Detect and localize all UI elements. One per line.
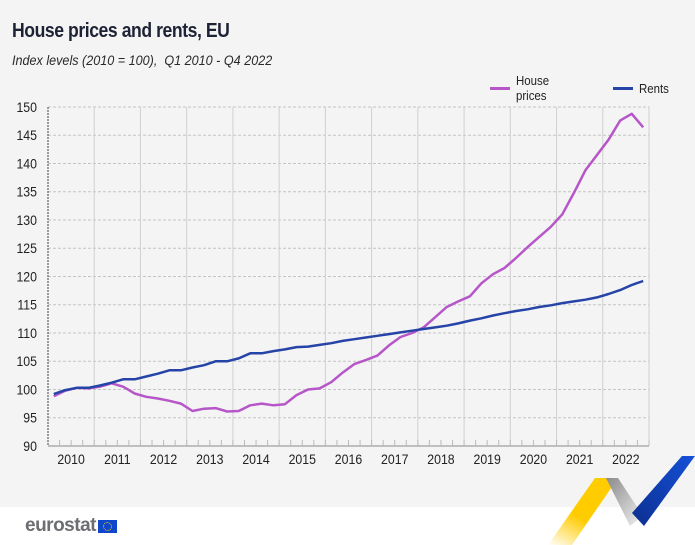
chart-panel xyxy=(0,0,695,507)
legend-swatch-house-prices xyxy=(490,86,510,90)
legend: House prices Rents xyxy=(490,73,695,103)
legend-swatch-rents xyxy=(613,86,634,90)
x-tick-label: 2010 xyxy=(57,451,84,467)
eurostat-logo[interactable]: eurostat xyxy=(25,515,117,537)
y-tick-label: 145 xyxy=(16,128,37,144)
y-tick-label: 110 xyxy=(17,325,37,341)
line-chart: 90 95 100 105 110 115 120 125 130 135 140 145 150 20… xyxy=(16,99,650,467)
eu-flag-icon xyxy=(97,519,117,533)
x-tick-label: 2014 xyxy=(242,451,269,467)
x-tick-label: 2020 xyxy=(520,451,547,467)
x-tick-label: 2016 xyxy=(335,451,362,467)
x-axis-ticks: 2010 2011 2012 2013 2014 2015 2016 2017 2018 2019… xyxy=(57,451,639,467)
y-tick-label: 90 xyxy=(23,438,37,454)
decorative-ribbon-icon xyxy=(548,456,695,545)
y-tick-label: 125 xyxy=(16,241,37,257)
eurostat-wordmark: eurostat xyxy=(25,515,96,536)
chart-subtitle: Index levels (2010 = 100), Q1 2010 - Q4 … xyxy=(12,52,273,68)
y-axis-ticks: 90 95 100 105 110 115 120 125 130 135 140 145 150 xyxy=(16,99,37,454)
x-tick-label: 2019 xyxy=(473,451,500,467)
y-tick-label: 130 xyxy=(16,212,37,228)
x-tick-label: 2012 xyxy=(150,451,177,467)
legend-label-rents: Rents xyxy=(639,80,669,96)
y-tick-label: 135 xyxy=(16,184,37,200)
x-tick-label: 2021 xyxy=(566,451,593,467)
chart-title: House prices and rents, EU xyxy=(12,20,230,42)
series-line-rents xyxy=(53,279,644,396)
series-lines xyxy=(53,112,645,413)
y-tick-label: 115 xyxy=(17,297,37,313)
y-tick-label: 140 xyxy=(16,156,37,172)
legend-label-house-prices: House prices xyxy=(515,73,549,103)
x-tick-label: 2011 xyxy=(104,451,130,467)
y-tick-label: 95 xyxy=(23,410,37,426)
grid xyxy=(47,106,650,447)
x-tick-label: 2013 xyxy=(196,451,223,467)
x-tick-label: 2018 xyxy=(427,451,454,467)
legend-item-rents[interactable]: Rents xyxy=(613,81,673,96)
x-tick-label: 2015 xyxy=(289,451,316,467)
x-tick-label: 2017 xyxy=(381,451,408,467)
y-tick-label: 120 xyxy=(16,269,37,285)
y-tick-label: 100 xyxy=(16,382,37,398)
x-tick-label: 2022 xyxy=(612,451,639,467)
series-line-house-prices xyxy=(53,112,645,413)
y-tick-label: 105 xyxy=(16,354,37,370)
y-tick-label: 150 xyxy=(16,99,37,115)
legend-item-house-prices[interactable]: House prices xyxy=(490,73,591,103)
